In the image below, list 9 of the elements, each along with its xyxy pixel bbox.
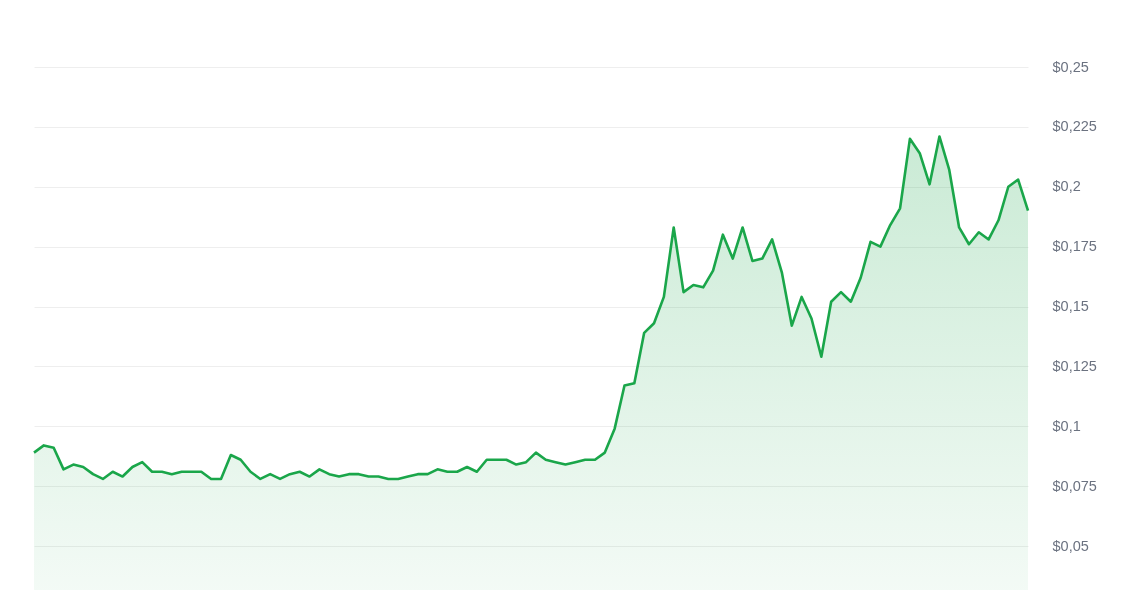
y-tick-label: $0,225 (1052, 118, 1097, 135)
y-tick-label: $0,25 (1052, 58, 1089, 75)
y-tick-label: $0,2 (1052, 178, 1081, 195)
y-tick-label: $0,175 (1052, 238, 1097, 255)
y-tick-label: $0,125 (1052, 357, 1097, 374)
y-tick-label: $0,15 (1052, 298, 1089, 314)
y-tick-label: $0,075 (1052, 477, 1097, 494)
y-tick-label: $0,05 (1052, 537, 1089, 554)
y-tick-label: $0,1 (1052, 417, 1081, 434)
